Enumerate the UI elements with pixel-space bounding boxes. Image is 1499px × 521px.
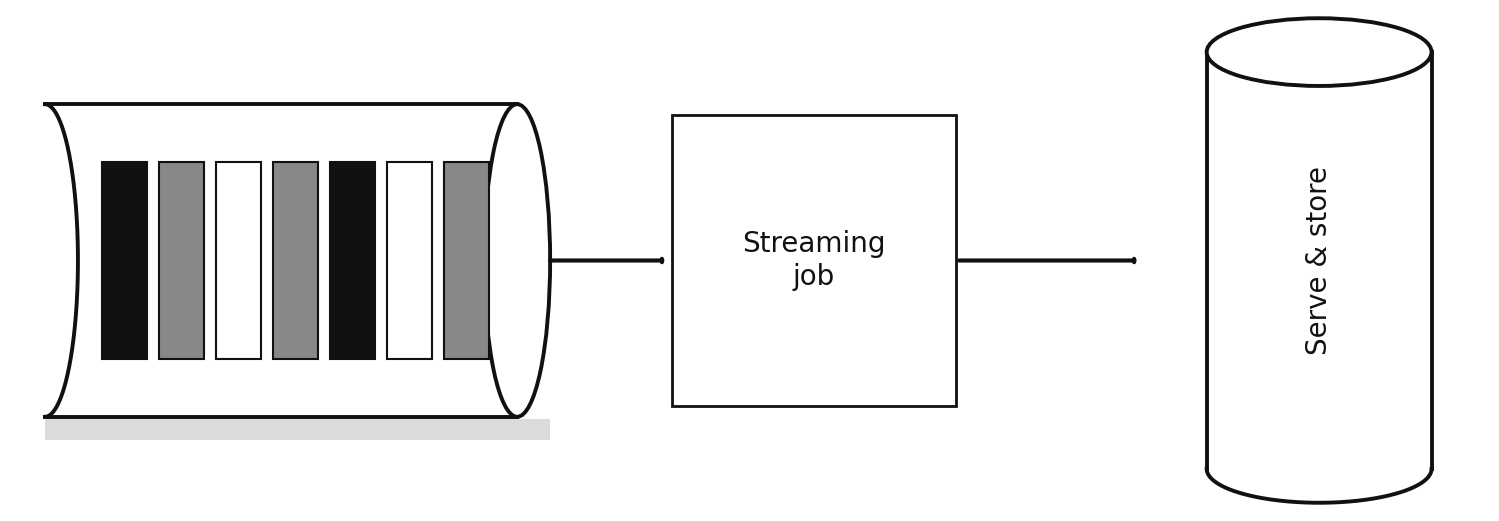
- Polygon shape: [45, 419, 550, 440]
- Bar: [216, 162, 261, 359]
- Bar: [273, 162, 318, 359]
- Bar: [672, 115, 956, 406]
- Ellipse shape: [1207, 435, 1432, 503]
- Bar: [159, 162, 204, 359]
- Text: Serve & store: Serve & store: [1306, 166, 1333, 355]
- Text: Streaming
job: Streaming job: [742, 230, 886, 291]
- Polygon shape: [1207, 52, 1432, 469]
- Bar: [102, 162, 147, 359]
- Bar: [444, 162, 489, 359]
- Polygon shape: [45, 104, 517, 417]
- Bar: [330, 162, 375, 359]
- Ellipse shape: [1207, 18, 1432, 86]
- Ellipse shape: [484, 104, 550, 417]
- Ellipse shape: [12, 104, 78, 417]
- Bar: [387, 162, 432, 359]
